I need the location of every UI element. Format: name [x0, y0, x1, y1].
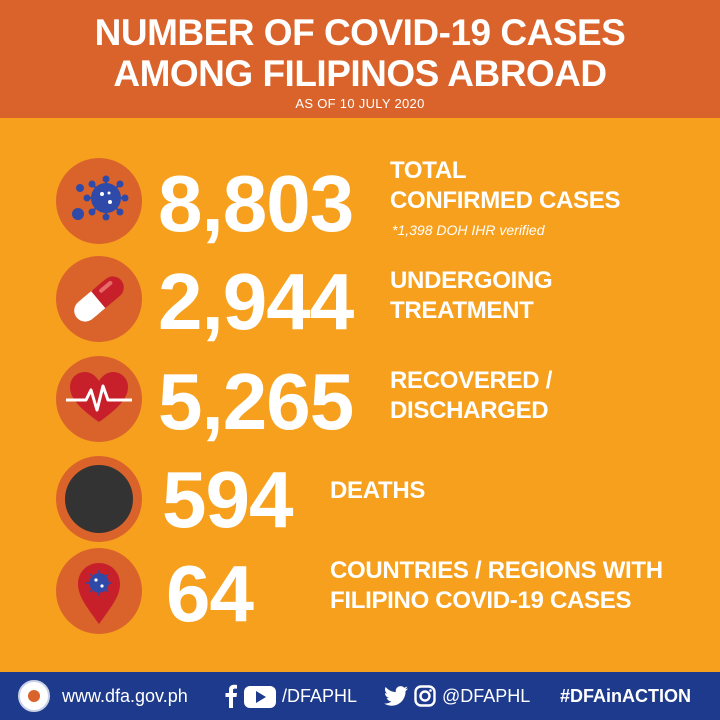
- website-link[interactable]: www.dfa.gov.ph: [62, 686, 188, 706]
- twitter-icon[interactable]: [384, 686, 408, 706]
- stat-label: TOTAL CONFIRMED CASES: [390, 156, 620, 216]
- stat-recovered: 5,265 RECOVERED / DISCHARGED: [0, 352, 720, 452]
- stat-value: 8,803: [158, 159, 354, 248]
- stat-value: 2,944: [158, 257, 354, 346]
- pill-capsule-icon: [56, 256, 142, 342]
- virus-location-pin-icon: [56, 548, 142, 634]
- hashtag: #DFAinACTION: [560, 686, 692, 706]
- stat-label-line-2: DISCHARGED: [390, 397, 549, 424]
- black-circle-icon: [56, 456, 142, 542]
- footer-bar: www.dfa.gov.ph /DFAPHL @DFAPHL #DFAinACT…: [0, 672, 720, 720]
- youtube-icon[interactable]: [244, 686, 276, 708]
- stat-label-line-1: RECOVERED /: [390, 367, 553, 394]
- stat-label: COUNTRIES / REGIONS WITH FILIPINO COVID-…: [330, 556, 663, 616]
- stat-value: 64: [166, 549, 254, 638]
- header-banner: NUMBER OF COVID-19 CASES AMONG FILIPINOS…: [0, 0, 720, 118]
- title-line-1: NUMBER OF COVID-19 CASES: [94, 12, 626, 53]
- stat-countries: 64 COUNTRIES / REGIONS WITH FILIPINO COV…: [0, 542, 720, 642]
- stat-label-line-1: UNDERGOING: [390, 267, 553, 294]
- instagram-icon[interactable]: [414, 685, 436, 707]
- as-of-date: AS OF 10 JULY 2020: [295, 96, 425, 111]
- stat-label-line-1: TOTAL: [390, 157, 467, 184]
- facebook-icon[interactable]: [224, 684, 238, 708]
- stat-value: 5,265: [158, 357, 354, 446]
- stat-deaths: 594 DEATHS: [0, 452, 720, 552]
- dfa-seal-logo: [18, 680, 50, 712]
- stat-label: RECOVERED / DISCHARGED: [390, 366, 552, 426]
- stat-label: DEATHS: [330, 476, 425, 506]
- stat-label-line-2: TREATMENT: [390, 297, 534, 324]
- stat-total-confirmed: 8,803 TOTAL CONFIRMED CASES *1,398 DOH I…: [0, 150, 720, 250]
- twitter-instagram-handle[interactable]: @DFAPHL: [442, 686, 531, 706]
- stat-label-line-2: CONFIRMED CASES: [390, 187, 621, 214]
- stat-undergoing-treatment: 2,944 UNDERGOING TREATMENT: [0, 250, 720, 350]
- stat-value: 594: [162, 455, 293, 544]
- stat-label-line-1: COUNTRIES / REGIONS WITH: [330, 557, 663, 584]
- title-line-2: AMONG FILIPINOS ABROAD: [113, 53, 607, 94]
- page-title: NUMBER OF COVID-19 CASES AMONG FILIPINOS…: [0, 0, 720, 94]
- heartbeat-icon: [56, 356, 142, 442]
- stat-label-line-2: FILIPINO COVID-19 CASES: [330, 587, 632, 614]
- facebook-youtube-handle[interactable]: /DFAPHL: [282, 686, 358, 706]
- stat-label-line-1: DEATHS: [330, 477, 426, 504]
- virus-icon: [56, 158, 142, 244]
- stat-note: *1,398 DOH IHR verified: [392, 222, 545, 238]
- stat-label: UNDERGOING TREATMENT: [390, 266, 553, 326]
